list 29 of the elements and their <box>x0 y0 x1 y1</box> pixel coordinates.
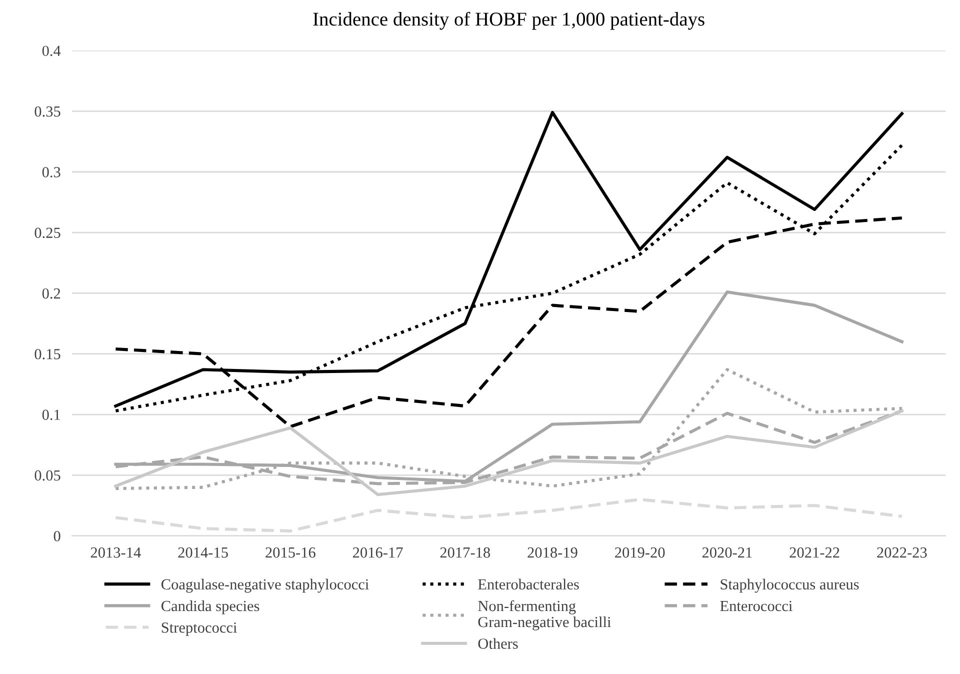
x-tick-label: 2014-15 <box>178 547 228 558</box>
x-tick-label: 2021-22 <box>790 547 840 558</box>
y-tick-label: 0.3 <box>42 167 60 178</box>
x-tick-label: 2020-21 <box>702 547 752 558</box>
legend-label: Others <box>478 638 518 649</box>
y-tick-label: 0.1 <box>42 410 60 420</box>
y-tick-label: 0.2 <box>42 288 60 299</box>
legend-label: Staphylococcus aureus <box>720 578 859 593</box>
legend-label: Coagulase-negative staphylococci <box>161 578 369 593</box>
y-tick-label: 0.05 <box>34 470 60 481</box>
chart-title: Incidence density of HOBF per 1,000 patient-days <box>313 12 704 30</box>
line-series <box>114 498 904 533</box>
y-tick-label: 0.4 <box>42 46 61 56</box>
x-tick-label: 2022-23 <box>877 547 927 558</box>
x-tick-label: 2018-19 <box>528 547 578 558</box>
legend-label: Streptococci <box>162 622 237 636</box>
y-tick-label: 0.15 <box>34 348 60 360</box>
x-tick-label: 2015-16 <box>266 547 316 558</box>
y-tick-label: 0.35 <box>34 106 60 117</box>
x-tick-label: 2016-17 <box>352 547 403 558</box>
x-tick-label: 2019-20 <box>615 547 665 558</box>
legend-label: Non-fermenting Gram-negative bacilli <box>478 600 611 630</box>
legend-label: Enterobacterales <box>478 578 579 590</box>
x-tick-label: 2013-14 <box>90 547 141 558</box>
y-tick-label: 0 <box>54 530 60 542</box>
y-tick-label: 0.25 <box>34 228 60 238</box>
legend-label: Candida species <box>161 600 260 614</box>
x-tick-label: 2017-18 <box>440 547 490 558</box>
legend-label: Enterococci <box>720 600 792 612</box>
